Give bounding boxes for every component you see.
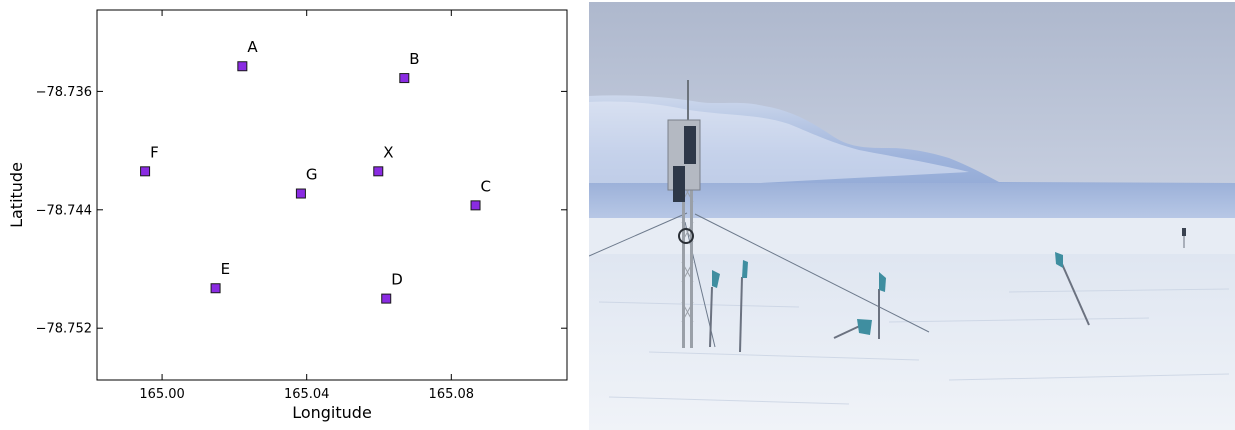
plot-area-frame [96,9,568,381]
point-marker-f [140,166,151,177]
point-marker-c [470,200,481,211]
point-label-d: D [391,271,403,289]
y-tick-label: −78.736 [36,85,92,100]
axis-ticks: 165.00 165.04 165.08 −78.736 −78.744 −78.752 [36,10,567,402]
tower-photo-image [589,2,1235,430]
point-label-a: A [247,38,258,56]
point-label-b: B [409,50,419,68]
scatter-chart: 165.00 165.04 165.08−78.736−78.744−78.752 … [7,9,568,422]
point-marker-b [399,73,410,84]
data-points [140,61,481,304]
scatter-chart-panel: 165.00 165.04 165.08 −78.736 −78.744 −78.752 … [0,0,580,430]
point-marker-x [373,166,384,177]
point-marker-g [295,188,306,199]
point-label-e: E [221,260,230,278]
point-label-c: C [481,177,491,195]
y-axis-label: Latitude [7,162,26,228]
point-marker-e [210,283,221,294]
point-marker-d [381,293,392,304]
point-label-f: F [150,143,159,161]
x-tick-label: 165.00 [139,387,185,402]
y-tick-label: −78.744 [36,203,92,218]
point-marker-a [237,61,248,72]
x-axis-label: Longitude [292,403,372,422]
x-tick-label: 165.04 [284,387,330,402]
point-label-x: X [383,143,393,161]
point-label-g: G [306,166,318,184]
x-tick-label: 165.08 [429,387,475,402]
y-tick-label: −78.752 [36,322,92,337]
field-photo [589,2,1235,430]
point-labels: A B F X G C E D [150,38,491,288]
